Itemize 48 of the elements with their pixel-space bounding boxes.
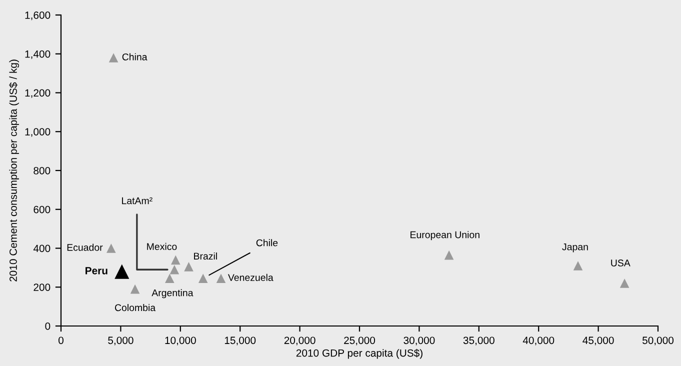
point [170,264,180,274]
x-tick-label: 35,000 [463,336,494,346]
annotation: Brazil [194,252,217,260]
point [170,255,180,265]
annotation: Japan [562,244,588,252]
y-tick-label: 1,400 [25,50,50,59]
y-tick-label: 1,600 [25,12,50,20]
y-tick-label: 800 [34,167,50,174]
point [114,264,130,279]
y-tick-label: 600 [34,206,50,214]
y-tick-label: 1,000 [25,128,50,137]
x-tick-label: 25,000 [344,336,376,346]
x-tick-label: 10,000 [165,336,196,346]
point [108,53,118,62]
x-tick-label: 45,000 [582,336,614,346]
x-tick-label: 50,000 [642,336,674,346]
annotation: China [122,53,148,60]
series-label: Peru [86,267,108,274]
annotation: Venezuela [228,274,274,281]
annotation: Argentina [152,289,194,298]
annotation: European Union [410,231,480,240]
point [130,284,140,294]
y-axis-title: 2010 Cement consumption per capita (US$ / kg) [9,60,19,282]
point [216,274,226,284]
annotation: LatAm² [122,197,152,204]
annotation: Mexico [147,242,177,250]
point [106,244,116,253]
y-tick-label: 400 [33,244,50,252]
x-tick-label: 15,000 [224,336,256,346]
x-axis-title: 2010 GDP per capita (US$) [296,348,422,359]
annotation: Chile [256,239,278,246]
annotation: Ecuador [67,244,103,251]
x-tick-label: 40,000 [522,336,554,346]
x-tick-label: 5,000 [108,336,134,346]
point [444,250,454,260]
y-tick-label: 0 [45,322,50,330]
annotation: USA [611,260,630,266]
point [620,278,630,288]
x-tick-label: 20,000 [284,336,316,346]
point [184,262,194,272]
annotation: Colombia [114,304,156,312]
y-tick-label: 200 [34,284,50,291]
x-tick-label: 0 [58,336,64,344]
point [198,274,208,284]
y-tick-label: 1,200 [25,89,50,98]
x-tick-label: 30,000 [404,336,435,346]
point [573,261,583,270]
point [164,274,174,284]
